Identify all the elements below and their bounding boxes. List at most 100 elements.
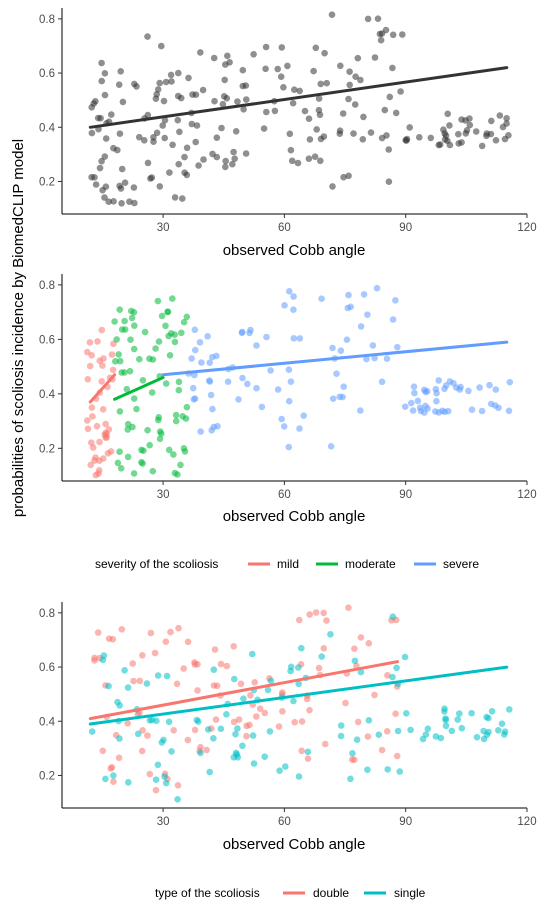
- point-mild-29: [95, 467, 103, 474]
- point-moderate-77: [175, 378, 183, 386]
- point-all-197: [427, 134, 435, 142]
- point-single-8: [143, 680, 151, 687]
- point-double-62: [252, 713, 260, 720]
- point-single-104: [442, 722, 450, 730]
- point-single-7: [116, 735, 123, 742]
- point-double-31: [99, 747, 107, 755]
- point-severe-56: [344, 304, 352, 312]
- point-double-41: [211, 646, 219, 653]
- point-severe-30: [188, 355, 195, 362]
- point-severe-69: [389, 316, 397, 323]
- point-single-69: [290, 697, 297, 705]
- point-all-188: [371, 54, 379, 61]
- x-tick-label: 60: [278, 489, 291, 501]
- y-tick-label: 0.4: [39, 389, 56, 401]
- point-moderate-7: [113, 336, 120, 343]
- point-all-55: [174, 92, 182, 100]
- point-all-128: [317, 157, 324, 165]
- point-all-155: [350, 130, 357, 137]
- point-severe-111: [420, 386, 428, 394]
- point-single-29: [162, 779, 170, 787]
- point-single-0: [110, 772, 117, 779]
- point-all-113: [232, 128, 240, 135]
- panel-2: 30 60 90 120 0.2 0.4 0.6 0.8 observed Cobb angl…: [39, 274, 537, 571]
- point-single-11: [165, 718, 173, 726]
- point-moderate-73: [162, 380, 170, 387]
- panel-3: 30 60 90 120 0.2 0.4 0.6 0.8 observed Cobb angl…: [39, 602, 537, 900]
- point-mild-6: [86, 339, 94, 346]
- point-severe-70: [371, 354, 378, 362]
- fit-line-mild: [88, 373, 117, 404]
- point-mild-18: [99, 406, 107, 413]
- point-severe-105: [422, 402, 429, 410]
- point-all-105: [211, 97, 218, 105]
- point-double-93: [392, 710, 399, 717]
- point-single-32: [266, 728, 274, 735]
- point-double-54: [275, 723, 283, 730]
- point-double-88: [384, 672, 391, 679]
- point-severe-2: [253, 342, 260, 349]
- point-all-183: [382, 26, 390, 34]
- point-all-117: [260, 125, 268, 132]
- point-severe-24: [198, 359, 205, 366]
- fit-line-single: [88, 665, 509, 726]
- point-moderate-14: [130, 345, 138, 353]
- point-double-35: [151, 649, 159, 657]
- point-moderate-58: [115, 351, 122, 358]
- panel-2-plot-area: 30 60 90 120 0.2 0.4 0.6 0.8: [39, 274, 537, 501]
- point-all-216: [403, 135, 411, 143]
- point-all-93: [181, 153, 188, 161]
- point-severe-61: [378, 378, 386, 386]
- point-single-26: [134, 730, 142, 738]
- point-severe-93: [486, 381, 493, 389]
- fit-line-all: [88, 66, 509, 129]
- point-single-48: [249, 650, 256, 658]
- point-double-94: [312, 609, 320, 616]
- point-all-189: [346, 81, 354, 89]
- point-all-114: [242, 82, 250, 89]
- point-all-51: [133, 83, 140, 90]
- point-severe-66: [360, 291, 368, 298]
- point-all-85: [197, 49, 204, 56]
- point-double-5: [167, 628, 174, 636]
- point-double-102: [357, 634, 365, 641]
- point-all-107: [218, 124, 225, 132]
- point-single-30: [267, 677, 275, 685]
- point-severe-114: [441, 408, 448, 416]
- point-severe-117: [505, 407, 513, 415]
- point-moderate-61: [183, 403, 191, 411]
- point-single-19: [154, 761, 162, 769]
- legend-type: type of the scoliosis double single: [155, 886, 426, 900]
- point-severe-78: [392, 297, 399, 304]
- point-severe-37: [239, 328, 246, 336]
- legend-type-title: type of the scoliosis: [155, 886, 260, 900]
- point-single-89: [375, 731, 383, 738]
- point-all-78: [213, 134, 221, 141]
- point-all-64: [176, 128, 183, 136]
- point-severe-8: [206, 359, 213, 367]
- point-all-108: [221, 76, 228, 84]
- point-all-121: [286, 130, 294, 138]
- point-moderate-17: [164, 308, 172, 316]
- point-severe-55: [327, 443, 335, 450]
- point-single-38: [264, 686, 272, 694]
- point-single-37: [276, 767, 283, 774]
- point-all-79: [222, 163, 229, 171]
- point-moderate-51: [156, 428, 164, 435]
- legend-label-single: single: [394, 886, 426, 900]
- point-moderate-44: [148, 389, 156, 396]
- point-all-73: [153, 91, 160, 98]
- point-double-14: [138, 747, 146, 755]
- point-double-56: [230, 718, 238, 726]
- point-severe-101: [408, 399, 415, 407]
- point-severe-53: [329, 344, 336, 352]
- point-moderate-36: [116, 306, 123, 314]
- point-double-23: [124, 720, 131, 727]
- point-single-81: [384, 766, 392, 773]
- point-all-21: [117, 68, 124, 75]
- point-severe-45: [345, 291, 352, 299]
- point-moderate-20: [136, 355, 143, 363]
- point-single-53: [210, 666, 218, 673]
- point-all-0: [96, 164, 104, 172]
